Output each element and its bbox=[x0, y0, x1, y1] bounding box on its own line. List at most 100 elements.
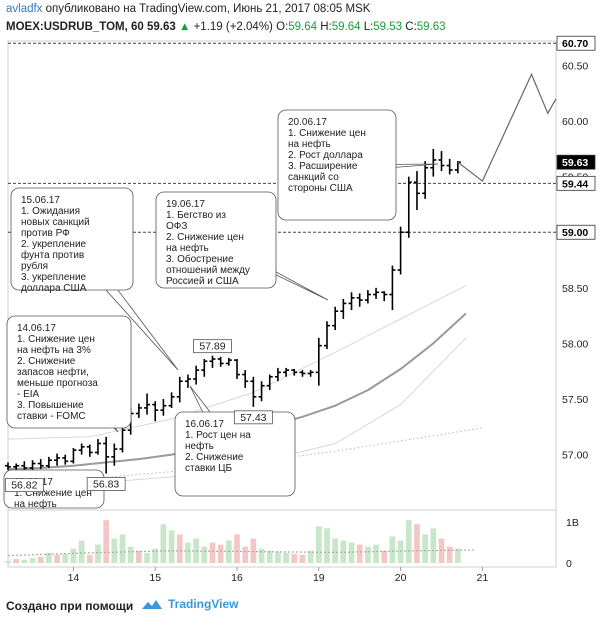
annotation-line: фунта против bbox=[21, 249, 84, 261]
ohlc-bar bbox=[103, 436, 110, 474]
annotation-line: новых санкций bbox=[21, 217, 90, 228]
volume-bar bbox=[422, 534, 428, 563]
annotation-box bbox=[277, 109, 397, 221]
projection-path[interactable] bbox=[457, 72, 557, 183]
volume-bar bbox=[340, 540, 347, 563]
ohlc-bar bbox=[299, 370, 306, 377]
volume-tick-label: 0 bbox=[566, 558, 572, 570]
y-tick-label: 60.50 bbox=[562, 60, 588, 72]
ohlc-bar bbox=[193, 365, 200, 385]
annotation-pointer-mask bbox=[59, 238, 85, 246]
ohlc-bar bbox=[86, 444, 93, 457]
ohlc-bar bbox=[405, 176, 412, 238]
price-label-57.43: 57.43 bbox=[233, 410, 273, 425]
volume-bar bbox=[381, 550, 388, 563]
price-badge-59.00: 59.00 bbox=[556, 224, 596, 240]
projection-line[interactable] bbox=[457, 72, 557, 183]
annotation-line: ставки - FOMC bbox=[17, 411, 86, 422]
annotation-line: 1. Бегство из bbox=[166, 210, 226, 221]
ohlc-bar bbox=[340, 298, 347, 319]
ohlc-bar bbox=[266, 374, 273, 391]
x-tick-label: 16 bbox=[231, 572, 243, 584]
price-badge-text: 59.44 bbox=[562, 178, 588, 190]
annotation-line: 2. Снижение bbox=[185, 452, 244, 463]
ohlc-bar bbox=[446, 158, 453, 175]
ohlc-bar bbox=[111, 443, 118, 466]
ohlc-bar bbox=[45, 456, 52, 468]
volume-tick-label: 1B bbox=[566, 517, 579, 529]
annotation-line: рубля bbox=[21, 260, 48, 272]
tradingview-logo[interactable]: TradingView bbox=[140, 597, 238, 611]
price-labels: 57.89 57.43 56.83 56.82 bbox=[4, 339, 273, 493]
close-label: C: bbox=[405, 21, 417, 33]
ohlc-bar bbox=[168, 392, 175, 408]
x-tick-label: 21 bbox=[477, 572, 489, 584]
y-tick-label: 57.00 bbox=[562, 450, 588, 462]
volume-bar bbox=[250, 538, 257, 563]
volume-bar bbox=[21, 559, 28, 563]
ohlc-bar bbox=[70, 447, 77, 464]
annotation-line: на нефть bbox=[288, 138, 331, 150]
ohlc-bar bbox=[389, 265, 396, 311]
price-badge-text: 59.63 bbox=[562, 157, 588, 169]
ohlc-bar bbox=[250, 376, 257, 407]
ohlc-bar bbox=[356, 293, 363, 307]
annotation-line: 1. Снижение цен bbox=[14, 488, 92, 499]
chart-header-line-2: MOEX:USDRUB_TOM, 60 59.63 ▲ +1.19 (+2.04… bbox=[6, 21, 446, 33]
symbol-title[interactable]: MOEX:USDRUB_TOM, 60 bbox=[6, 21, 144, 33]
price-badge-text: 59.00 bbox=[562, 227, 588, 239]
low-value: 59.53 bbox=[373, 21, 403, 33]
volume-bar bbox=[168, 530, 175, 563]
ohlc-bar bbox=[397, 226, 404, 275]
axes: 57.0057.5058.0058.5059.0059.5060.0060.50… bbox=[68, 35, 596, 584]
volume-bar bbox=[217, 544, 224, 563]
volume-bar bbox=[454, 548, 461, 563]
price-badge-text: 60.70 bbox=[562, 38, 588, 50]
ohlc-bar bbox=[307, 370, 314, 377]
volume-bar bbox=[299, 554, 306, 563]
high-label: H: bbox=[320, 21, 332, 33]
ohlc-bar bbox=[274, 367, 281, 382]
ohlc-bar bbox=[176, 376, 183, 403]
volume-bar bbox=[373, 544, 379, 563]
volume-bar bbox=[127, 546, 134, 563]
ohlc-bar bbox=[54, 453, 61, 466]
price-badge-box bbox=[556, 224, 596, 240]
annotation-line: ОФЗ bbox=[166, 221, 187, 232]
author-link[interactable]: avladfx bbox=[6, 3, 43, 15]
volume-bar bbox=[78, 540, 85, 563]
ohlc-bar bbox=[29, 460, 36, 471]
y-tick-label: 57.50 bbox=[562, 394, 588, 406]
annotation-line: 19.06.17 bbox=[166, 199, 205, 210]
volume-bar bbox=[160, 524, 167, 563]
price-label-text: 56.83 bbox=[93, 479, 119, 491]
volume-bar bbox=[258, 548, 265, 563]
price-label-text: 57.89 bbox=[199, 341, 225, 353]
annotation-line: 2. Снижение цен bbox=[166, 232, 244, 243]
annotation-line: отношений между bbox=[166, 265, 250, 276]
volume-bar bbox=[201, 546, 208, 563]
price-badge-box bbox=[556, 35, 596, 51]
volume-bar bbox=[62, 554, 69, 563]
y-tick-label: 60.00 bbox=[562, 116, 588, 128]
annotation-line: 1. Снижение цен bbox=[288, 128, 366, 139]
volume-bar bbox=[275, 551, 281, 563]
price-badge-59.63: 59.63 bbox=[556, 154, 596, 170]
change-value: +1.19 (+2.04%) bbox=[193, 21, 273, 33]
price-label-56.82: 56.82 bbox=[4, 478, 44, 493]
ohlc-bar bbox=[422, 161, 429, 199]
volume-ma-line bbox=[7, 549, 475, 557]
close-value: 59.63 bbox=[416, 21, 446, 33]
annotation-line: 1. Ожидания bbox=[21, 206, 80, 217]
price-label-box bbox=[4, 478, 44, 493]
annotation-line: стороны США bbox=[288, 183, 353, 194]
volume-bar bbox=[185, 542, 191, 563]
ohlc-bar bbox=[37, 459, 44, 470]
